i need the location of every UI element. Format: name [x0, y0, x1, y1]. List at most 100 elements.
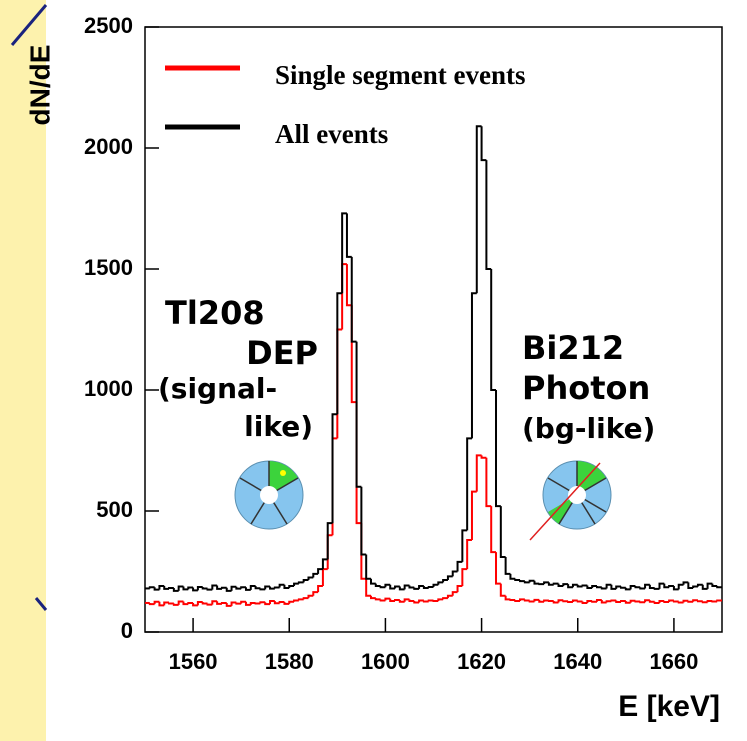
histogram-step: [350, 256, 357, 343]
histogram-step: [307, 594, 314, 599]
histogram-step: [187, 601, 194, 605]
decor-line: [10, 4, 48, 46]
histogram-step: [172, 587, 179, 592]
histogram-step: [648, 584, 655, 589]
histogram-step: [600, 587, 607, 590]
histogram-step: [581, 601, 588, 604]
histogram-step: [639, 601, 646, 604]
histogram-step: [696, 600, 703, 603]
histogram-step: [615, 600, 622, 603]
histogram-step: [158, 601, 165, 607]
histogram-step: [677, 583, 684, 590]
histogram-step: [446, 594, 453, 599]
histogram-step: [706, 582, 713, 589]
histogram-step: [230, 585, 237, 591]
histogram-step: [696, 583, 703, 587]
histogram-step: [163, 601, 170, 606]
histogram-step: [230, 601, 237, 606]
histogram-step: [470, 490, 477, 541]
histogram-step: [216, 601, 222, 605]
annotation: (bg-like): [522, 412, 655, 445]
side-strip: [0, 0, 46, 741]
histogram-step: [547, 582, 554, 586]
detector-icon: [234, 460, 304, 530]
histogram-step: [571, 583, 578, 588]
y-axis-label: dN/dE: [24, 45, 55, 126]
histogram-step: [235, 602, 242, 605]
annotation: Bi212: [522, 329, 624, 367]
y-tick-label: 2000: [84, 134, 133, 159]
histogram-step: [317, 568, 323, 574]
histogram-step: [398, 600, 405, 603]
histogram-step: [456, 585, 463, 593]
histogram-step: [446, 575, 453, 580]
histogram-step: [533, 598, 540, 602]
histogram-step: [495, 552, 501, 585]
histogram-step: [336, 292, 343, 415]
histogram-step: [653, 601, 660, 604]
histogram-step: [600, 600, 607, 604]
histogram-step: [514, 600, 521, 603]
histogram-step: [442, 578, 448, 583]
annotation: Photon: [522, 369, 650, 407]
histogram-step: [629, 585, 636, 590]
histogram-step: [437, 598, 444, 602]
histogram-step: [523, 599, 530, 602]
histogram-step: [321, 558, 328, 570]
histogram-step: [312, 572, 319, 578]
histogram-step: [480, 126, 487, 162]
x-axis-label: E [keV]: [618, 690, 720, 723]
annotation: Tl208: [165, 294, 265, 332]
histogram-step: [345, 264, 352, 307]
histogram-step: [172, 603, 179, 606]
histogram-step: [586, 585, 593, 589]
histogram-step: [509, 599, 516, 602]
histogram-step: [629, 599, 636, 603]
histogram-step: [519, 579, 525, 583]
histogram-step: [634, 586, 641, 589]
histogram-step: [591, 600, 597, 603]
histogram-step: [451, 591, 458, 596]
histogram-step: [432, 583, 439, 587]
histogram-step: [408, 599, 415, 603]
histogram-step: [692, 599, 698, 602]
annotation: (signal-: [158, 372, 277, 405]
histogram-step: [182, 601, 189, 606]
histogram-step: [576, 584, 583, 588]
histogram-step: [177, 585, 184, 591]
histogram-step: [668, 585, 674, 588]
histogram-step: [648, 600, 655, 603]
histogram-step: [451, 570, 458, 577]
histogram-step: [706, 600, 713, 603]
histogram-step: [437, 581, 444, 585]
histogram-step: [624, 601, 631, 604]
histogram-step: [389, 584, 396, 590]
histogram-step: [288, 585, 295, 588]
histogram-step: [273, 601, 280, 605]
histogram-step: [591, 585, 597, 588]
histogram-step: [182, 586, 189, 591]
histogram-step: [499, 583, 506, 597]
histogram-step: [620, 586, 626, 589]
histogram-step: [663, 583, 670, 589]
histogram-step: [495, 390, 501, 508]
histogram-step: [244, 587, 251, 591]
histogram-step: [461, 568, 468, 587]
histogram-step: [576, 600, 583, 603]
histogram-step: [509, 573, 516, 580]
histogram-step: [235, 586, 242, 590]
histogram-step: [514, 578, 521, 581]
histogram-step: [365, 554, 371, 580]
histogram-step: [312, 591, 319, 596]
histogram-step: [485, 457, 492, 508]
histogram-step: [389, 598, 396, 603]
histogram-step: [427, 599, 434, 602]
histogram-step: [158, 585, 165, 590]
histogram-step: [379, 586, 386, 589]
histogram-step: [624, 587, 631, 591]
histogram-step: [201, 601, 208, 605]
y-tick-label: 500: [96, 497, 133, 522]
histogram-step: [297, 598, 304, 601]
histogram-step: [192, 602, 198, 607]
